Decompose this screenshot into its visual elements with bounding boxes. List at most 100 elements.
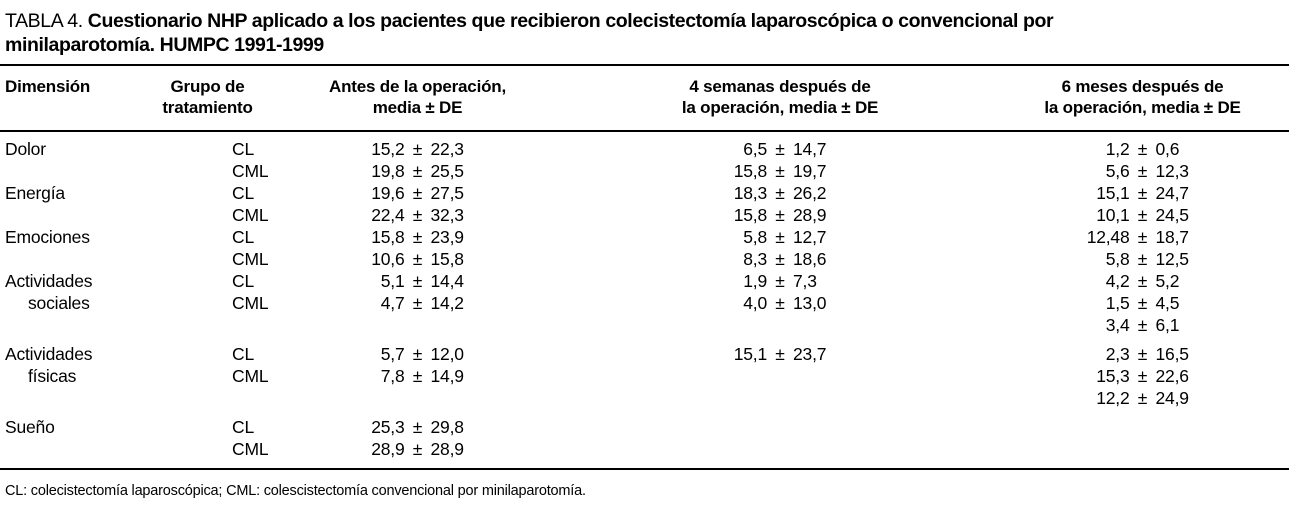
column-header-dimension: Dimensión (5, 77, 91, 96)
value-sd: 27,5 (430, 183, 464, 203)
column-header-4-weeks-after: 4 semanas después de la operación, media… (681, 77, 879, 117)
table-number-label: TABLA 4. (5, 10, 83, 32)
value-cell-mes6: 12,2 ±24,9 (1015, 387, 1270, 409)
value-sd: 24,5 (1155, 205, 1189, 225)
table-body: Dolor CL 15,2 ±22,3 6,5 ±14,7 1,2 ±0,6 CML 19,8 ±2… (0, 132, 1289, 460)
dimension-cell: Actividades (5, 271, 93, 291)
dimension-cell: físicas (28, 366, 77, 386)
table-row: Actividades CL 5,7 ±12,0 15,1 ±23,7 2,3 ±16,5 (5, 343, 1289, 365)
value-sd: 12,5 (1155, 249, 1189, 269)
plus-minus-sign: ± (1137, 227, 1148, 247)
value-mean: 10,6 (371, 249, 405, 269)
value-mean: 15,1 (733, 344, 767, 364)
value-cell-antes: 28,9 ±28,9 (290, 438, 545, 460)
value-sd: 18,6 (793, 249, 827, 269)
value-cell-sem4: 5,8 ±12,7 (545, 226, 1015, 248)
value-sd: 22,3 (430, 139, 464, 159)
value-cell-sem4 (545, 416, 1015, 438)
column-header-treatment-group: Grupo de tratamiento (162, 77, 253, 117)
plus-minus-sign: ± (412, 139, 423, 159)
column-header-6-months-after: 6 meses después de la operación, media ±… (1044, 77, 1241, 117)
value-mean: 7,8 (380, 366, 405, 386)
value-mean: 25,3 (371, 417, 405, 437)
value-cell-mes6: 4,2 ±5,2 (1015, 270, 1270, 292)
value-cell-antes: 7,8 ±14,9 (290, 365, 545, 387)
table-row: sociales CML 4,7 ±14,2 4,0 ±13,0 1,5 ±4,5 (5, 292, 1289, 314)
value-mean: 1,9 (743, 271, 767, 291)
value-cell-antes: 15,2 ±22,3 (290, 138, 545, 160)
plus-minus-sign: ± (412, 293, 423, 313)
dimension-cell (5, 387, 125, 409)
dimension-cell (5, 438, 125, 460)
value-sd: 28,9 (793, 205, 827, 225)
table-title-line2: minilaparotomía. HUMPC 1991-1999 (5, 34, 324, 56)
value-cell-mes6: 15,1 ±24,7 (1015, 182, 1270, 204)
table-footnote: CL: colecistectomía laparoscópica; CML: … (5, 483, 586, 499)
plus-minus-sign: ± (412, 366, 423, 386)
value-sd: 14,2 (430, 293, 464, 313)
value-sd: 0,6 (1155, 139, 1180, 159)
table-row: Energía CL 19,6 ±27,5 18,3 ±26,2 15,1 ±24,7 (5, 182, 1289, 204)
value-mean: 6,5 (743, 139, 767, 159)
table-row: CML 19,8 ±25,5 15,8 ±19,7 5,6 ±12,3 (5, 160, 1289, 182)
value-cell-mes6: 15,3 ±22,6 (1015, 365, 1270, 387)
value-cell-mes6 (1015, 416, 1270, 438)
treatment-group-cell: CML (232, 205, 269, 225)
value-mean: 4,0 (743, 293, 767, 313)
value-cell-antes: 15,8 ±23,9 (290, 226, 545, 248)
table-row: CML 28,9 ±28,9 (5, 438, 1289, 460)
plus-minus-sign: ± (412, 227, 423, 247)
value-cell-mes6: 5,8 ±12,5 (1015, 248, 1270, 270)
treatment-group-cell (125, 387, 290, 409)
divider-header (0, 130, 1289, 132)
value-cell-sem4 (545, 365, 1015, 387)
value-cell-mes6: 3,4 ±6,1 (1015, 314, 1270, 336)
value-cell-mes6: 5,6 ±12,3 (1015, 160, 1270, 182)
treatment-group-cell: CL (232, 139, 254, 159)
plus-minus-sign: ± (412, 271, 423, 291)
dimension-cell (5, 204, 125, 226)
value-sd: 4,5 (1155, 293, 1180, 313)
value-cell-mes6: 10,1 ±24,5 (1015, 204, 1270, 226)
plus-minus-sign: ± (775, 271, 785, 291)
table-row: Dolor CL 15,2 ±22,3 6,5 ±14,7 1,2 ±0,6 (5, 138, 1289, 160)
table-row: Emociones CL 15,8 ±23,9 5,8 ±12,7 12,48 ±18,7 (5, 226, 1289, 248)
plus-minus-sign: ± (412, 161, 423, 181)
value-mean: 5,8 (743, 227, 767, 247)
dimension-cell: Emociones (5, 227, 90, 247)
value-sd: 16,5 (1155, 344, 1189, 364)
value-sd: 32,3 (430, 205, 464, 225)
value-sd: 7,3 (793, 271, 817, 291)
value-sd: 18,7 (1155, 227, 1189, 247)
divider-top (0, 64, 1289, 66)
value-cell-sem4: 1,9 ±7,3 (545, 270, 1015, 292)
value-cell-sem4: 15,8 ±19,7 (545, 160, 1015, 182)
value-cell-sem4: 15,8 ±28,9 (545, 204, 1015, 226)
value-mean: 5,1 (380, 271, 405, 291)
value-sd: 6,1 (1155, 315, 1180, 335)
value-mean: 15,8 (733, 161, 767, 181)
value-mean: 5,8 (1105, 249, 1130, 269)
plus-minus-sign: ± (1137, 344, 1148, 364)
value-mean: 4,7 (380, 293, 405, 313)
dimension-cell: Dolor (5, 139, 46, 159)
dimension-cell: sociales (28, 293, 90, 313)
value-mean: 22,4 (371, 205, 405, 225)
value-sd: 12,7 (793, 227, 827, 247)
value-cell-sem4 (545, 387, 1015, 409)
value-cell-sem4 (545, 314, 1015, 336)
value-sd: 13,0 (793, 293, 827, 313)
value-mean: 28,9 (371, 439, 405, 459)
plus-minus-sign: ± (1137, 315, 1148, 335)
table-row: CML 10,6 ±15,8 8,3 ±18,6 5,8 ±12,5 (5, 248, 1289, 270)
table-title-line1: Cuestionario NHP aplicado a los paciente… (87, 10, 1054, 32)
value-cell-mes6: 1,2 ±0,6 (1015, 138, 1270, 160)
value-sd: 12,0 (430, 344, 464, 364)
value-sd: 23,9 (430, 227, 464, 247)
value-cell-sem4: 18,3 ±26,2 (545, 182, 1015, 204)
plus-minus-sign: ± (1137, 249, 1148, 269)
treatment-group-cell: CML (232, 439, 269, 459)
value-mean: 2,3 (1105, 344, 1130, 364)
plus-minus-sign: ± (412, 183, 423, 203)
value-sd: 14,4 (430, 271, 464, 291)
